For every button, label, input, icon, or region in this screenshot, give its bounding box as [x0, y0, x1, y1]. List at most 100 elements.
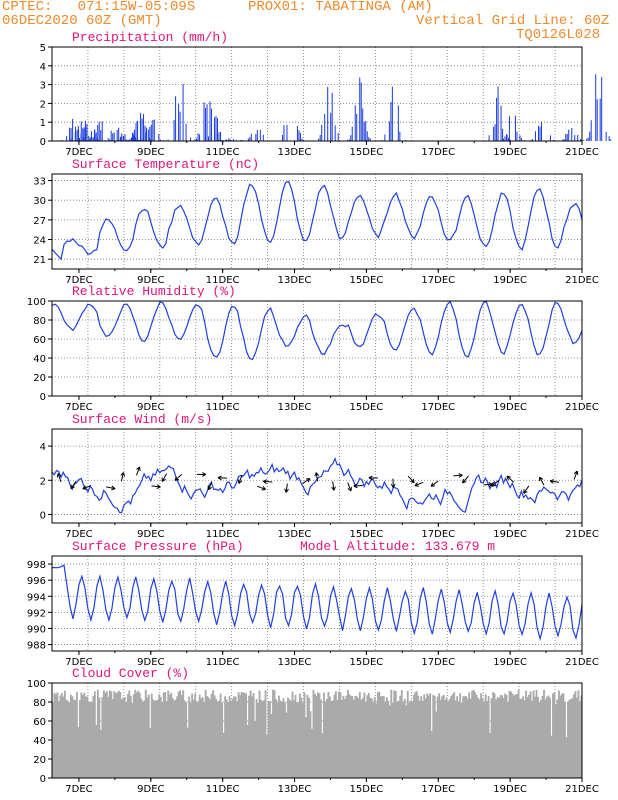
header-date: 06DEC2020 60Z (GMT) — [2, 13, 162, 29]
wind-arrow — [237, 474, 243, 484]
cloud-bar — [230, 700, 233, 778]
cloud-bar — [104, 692, 107, 778]
cloud-bar — [340, 700, 343, 778]
x-tick-label: 7DEC — [65, 657, 92, 668]
wind-arrow — [284, 483, 289, 493]
wind-arrow — [368, 475, 378, 481]
precip-bar — [366, 131, 368, 141]
x-tick-label: 21DEC — [565, 402, 599, 413]
wind-arrow-head — [161, 477, 166, 482]
cloud-bar — [376, 692, 379, 778]
cloud-bar — [484, 694, 487, 778]
wind-arrow-head — [120, 472, 126, 477]
precip-bar — [84, 120, 86, 141]
cloud-bar — [552, 693, 554, 778]
precip-bar — [158, 134, 160, 141]
cloud-bar — [328, 696, 331, 778]
cloud-bar — [113, 691, 116, 778]
panel-title: Surface Wind (m/s) — [72, 412, 212, 427]
pressure-line — [52, 564, 583, 642]
precip-bar — [519, 135, 521, 141]
cloud-bar — [444, 700, 447, 778]
cloud-bar — [302, 702, 304, 778]
x-tick-label: 21DEC — [565, 657, 599, 668]
x-tick-label: 21DEC — [565, 784, 599, 795]
wind-arrow — [390, 478, 396, 488]
precip-bar — [208, 136, 210, 141]
cloud-bar — [337, 691, 340, 778]
cloud-bar — [143, 700, 146, 778]
x-tick-label: 9DEC — [137, 275, 164, 286]
precip-bar — [608, 136, 610, 141]
wind-arrow-head — [314, 472, 320, 477]
cloud-bar — [156, 699, 159, 778]
precip-bar — [232, 139, 234, 141]
cloud-bar — [448, 699, 451, 778]
cloud-bar — [486, 700, 489, 778]
precip-bar — [296, 126, 298, 141]
cloud-bar — [234, 696, 237, 778]
precip-bar — [583, 140, 585, 141]
precip-bar — [199, 134, 201, 141]
precip-bar — [225, 139, 227, 141]
wind-arrow — [263, 479, 273, 484]
precip-bar — [255, 134, 257, 141]
cloud-bar — [439, 699, 442, 778]
wind-arrow-shaft — [315, 472, 319, 482]
cloud-bar — [453, 692, 456, 778]
cloud-bar — [138, 692, 141, 778]
cloud-bar — [426, 693, 429, 778]
cloud-bar — [534, 696, 536, 778]
cloud-bar — [490, 698, 493, 778]
wind-arrow — [539, 476, 545, 486]
wind-arrow-head — [56, 473, 62, 478]
cloud-bar — [122, 697, 125, 778]
cloud-bar — [237, 692, 240, 778]
panel-4: Surface Wind (m/s) 0 2 4 7DEC 9DEC 11DEC 13DEC 1… — [40, 412, 599, 540]
cloud-bar — [402, 702, 405, 778]
y-tick-label: 21 — [33, 255, 46, 266]
cloud-bar — [161, 701, 164, 778]
y-tick-label: 998 — [27, 560, 46, 571]
cloud-bar — [466, 698, 469, 778]
precip-bar — [356, 113, 358, 141]
cloud-bar — [219, 693, 222, 778]
cloud-bar — [421, 701, 424, 778]
cloud-bar — [239, 695, 242, 778]
cloud-bar — [108, 690, 111, 778]
cloud-bar — [417, 695, 420, 778]
cloud-bar — [438, 693, 441, 778]
cloud-bar — [185, 702, 188, 778]
precip-bar — [397, 105, 399, 141]
cloud-bar — [483, 702, 486, 778]
precip-bar — [229, 139, 231, 141]
precip-bar — [134, 129, 136, 141]
cloud-bar — [441, 696, 444, 778]
cloud-bar — [351, 696, 354, 778]
precip-bar — [80, 134, 82, 141]
cloud-bar — [555, 704, 557, 778]
x-tick-label: 19DEC — [493, 657, 527, 668]
wind-arrow — [331, 481, 336, 491]
cloud-bar — [59, 695, 62, 778]
precip-bar — [66, 135, 68, 141]
cloud-bar — [558, 690, 560, 778]
cloud-bar — [522, 696, 524, 778]
cloud-bar — [457, 701, 460, 778]
wind-arrow-head — [82, 485, 87, 490]
cloud-bar — [195, 702, 198, 778]
cloud-bar — [173, 700, 176, 778]
precip-bar — [196, 138, 198, 141]
cloud-bar — [390, 689, 393, 778]
precip-bar — [146, 127, 148, 141]
x-tick-label: 11DEC — [206, 529, 240, 540]
wind-arrow — [462, 475, 469, 484]
precip-bar — [78, 137, 80, 141]
x-tick-label: 7DEC — [65, 147, 92, 158]
cloud-bar — [168, 694, 171, 778]
cloud-bar — [52, 702, 54, 778]
precip-bar — [505, 134, 507, 141]
wind-arrow-shaft — [174, 474, 183, 481]
cloud-bar — [531, 700, 533, 778]
